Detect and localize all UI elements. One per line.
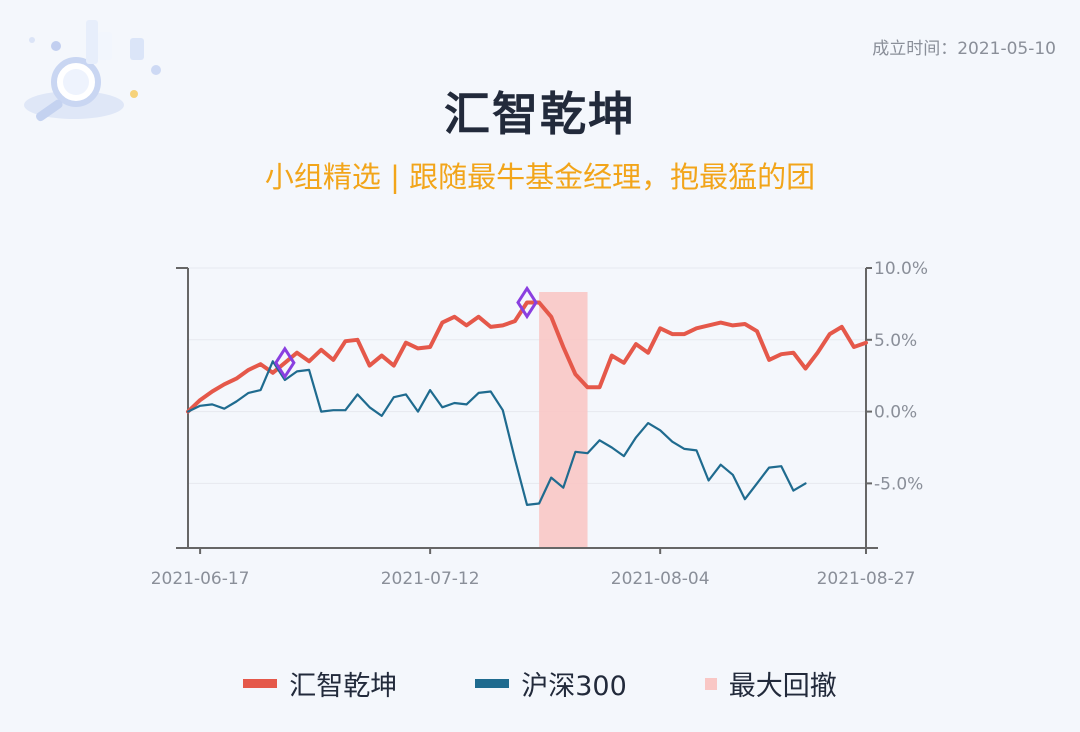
signal-marker-0 [274, 345, 296, 380]
signal-marker-1 [516, 285, 538, 320]
founded-label: 成立时间 [872, 39, 941, 59]
founded-date: 成立时间：2021-05-10 [872, 34, 1056, 59]
series-line-index [186, 360, 807, 506]
legend-label-drawdown: 最大回撤 [728, 671, 837, 702]
founded-separator: ： [940, 39, 958, 59]
legend-item-index: 沪深300 [475, 664, 627, 703]
magnifier-illustration-icon [24, 20, 161, 122]
legend-item-drawdown: 最大回撤 [704, 664, 837, 703]
legend-item-fund: 汇智乾坤 [243, 664, 397, 703]
y-tick-label-3: -5.0% [874, 474, 923, 494]
drawdown-band [539, 292, 588, 548]
x-tick-label-3: 2021-08-27 [817, 569, 916, 589]
founded-date-value: 2021-05-10 [957, 39, 1056, 59]
legend-swatch-index [475, 679, 510, 688]
performance-chart: 10.0% 5.0% 0.0% -5.0% 2021-06-17 2021-07-12 20… [151, 259, 928, 589]
y-tick-label-1: 5.0% [874, 331, 917, 351]
y-tick-label-2: 0.0% [874, 403, 917, 423]
page-subtitle: 小组精选 | 跟随最牛基金经理，抱最猛的团 [264, 160, 816, 194]
page-title: 汇智乾坤 [444, 87, 636, 141]
series-line-fund [186, 300, 868, 414]
legend-label-index: 沪深300 [521, 671, 627, 702]
legend-swatch-drawdown [704, 677, 717, 690]
x-tick-label-2: 2021-08-04 [611, 569, 710, 589]
legend-label-fund: 汇智乾坤 [289, 671, 398, 702]
x-tick-label-1: 2021-07-12 [381, 569, 480, 589]
y-tick-label-0: 10.0% [874, 259, 928, 279]
legend-swatch-fund [243, 679, 278, 688]
chart-legend: 汇智乾坤 沪深300 最大回撤 [0, 664, 1080, 703]
x-tick-label-0: 2021-06-17 [151, 569, 250, 589]
